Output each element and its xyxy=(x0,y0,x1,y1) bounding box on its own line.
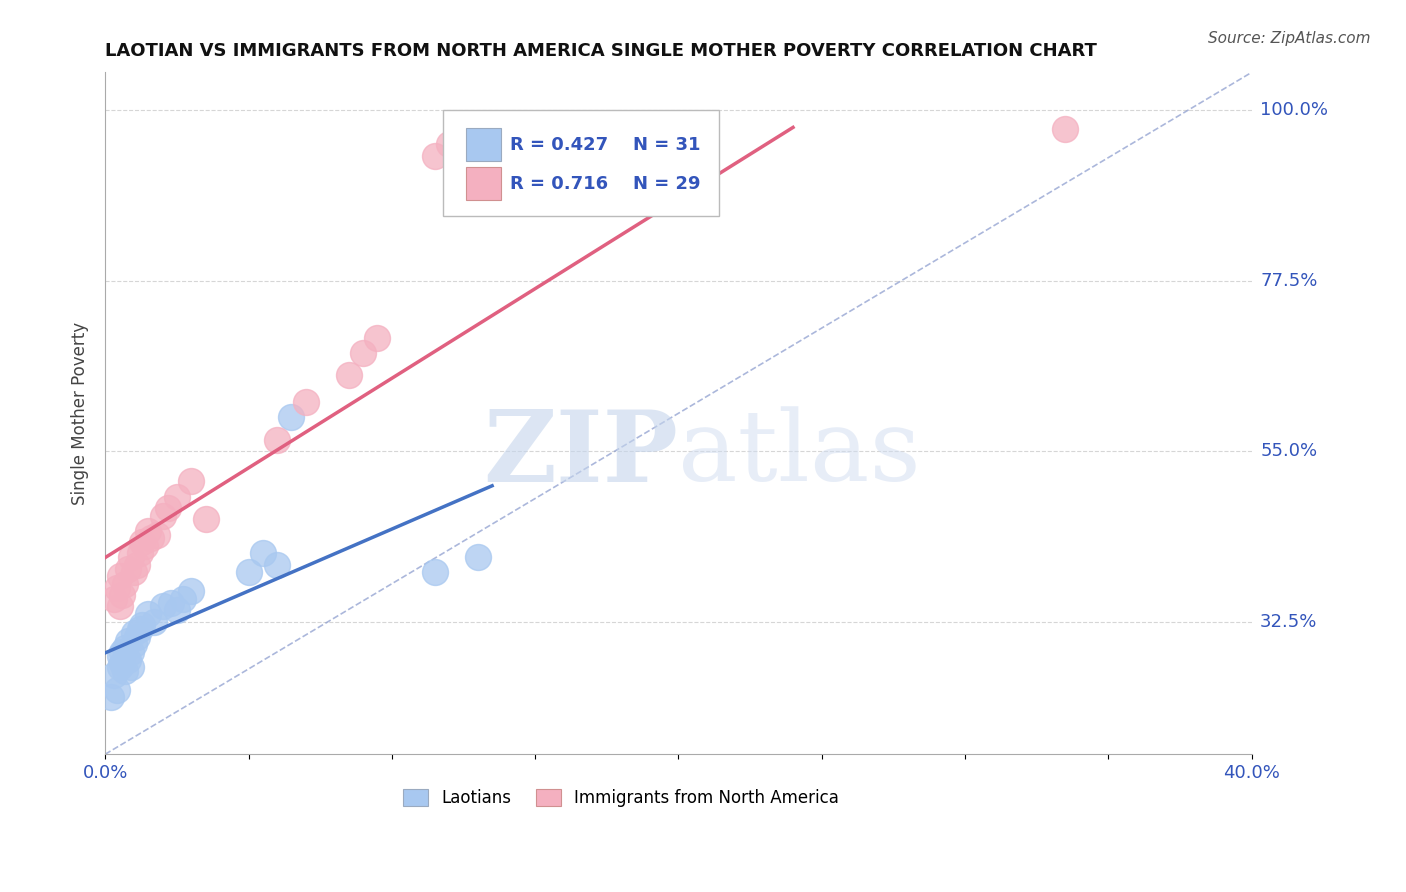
Point xyxy=(172,591,194,606)
Point xyxy=(114,641,136,656)
Point xyxy=(266,558,288,572)
Point xyxy=(352,345,374,359)
Point xyxy=(280,410,302,425)
Point xyxy=(136,524,159,538)
Point xyxy=(194,512,217,526)
Point xyxy=(266,433,288,447)
Point xyxy=(180,475,202,489)
Point xyxy=(128,546,150,560)
Point xyxy=(103,667,125,681)
Point xyxy=(122,626,145,640)
Point xyxy=(152,508,174,523)
Point xyxy=(128,622,150,636)
Point xyxy=(423,566,446,580)
Point xyxy=(166,490,188,504)
Point xyxy=(114,576,136,591)
Point xyxy=(160,596,183,610)
Text: 55.0%: 55.0% xyxy=(1260,442,1317,460)
Point xyxy=(117,561,139,575)
Point xyxy=(423,149,446,163)
Point xyxy=(100,690,122,705)
Point xyxy=(122,566,145,580)
Point xyxy=(117,652,139,666)
Text: 100.0%: 100.0% xyxy=(1260,102,1329,120)
Point xyxy=(120,550,142,565)
FancyBboxPatch shape xyxy=(443,110,718,216)
Point xyxy=(120,645,142,659)
Text: R = 0.716: R = 0.716 xyxy=(510,175,607,193)
Point xyxy=(131,618,153,632)
Point xyxy=(105,581,128,595)
Y-axis label: Single Mother Poverty: Single Mother Poverty xyxy=(72,322,89,505)
Point xyxy=(166,603,188,617)
Point xyxy=(108,648,131,663)
Text: 77.5%: 77.5% xyxy=(1260,272,1317,290)
Point xyxy=(125,558,148,572)
Point xyxy=(146,527,169,541)
Point xyxy=(252,546,274,560)
Point xyxy=(117,633,139,648)
Point xyxy=(467,550,489,565)
Text: R = 0.427: R = 0.427 xyxy=(510,136,607,153)
Point xyxy=(125,630,148,644)
Point xyxy=(152,599,174,614)
Point xyxy=(139,531,162,545)
Point xyxy=(114,664,136,678)
Text: Source: ZipAtlas.com: Source: ZipAtlas.com xyxy=(1208,31,1371,46)
Point xyxy=(238,566,260,580)
Text: atlas: atlas xyxy=(678,407,921,502)
Point xyxy=(157,501,180,516)
Point xyxy=(111,645,134,659)
Point xyxy=(337,368,360,383)
Point xyxy=(108,599,131,614)
Point xyxy=(1054,122,1077,136)
Point xyxy=(111,588,134,602)
Text: ZIP: ZIP xyxy=(484,406,678,503)
Point xyxy=(136,607,159,621)
Text: 32.5%: 32.5% xyxy=(1260,613,1317,631)
Point xyxy=(437,137,460,152)
Point xyxy=(142,615,165,629)
Point xyxy=(180,584,202,599)
FancyBboxPatch shape xyxy=(467,128,501,161)
Point xyxy=(120,660,142,674)
Point xyxy=(108,660,131,674)
Point xyxy=(366,330,388,344)
Text: LAOTIAN VS IMMIGRANTS FROM NORTH AMERICA SINGLE MOTHER POVERTY CORRELATION CHART: LAOTIAN VS IMMIGRANTS FROM NORTH AMERICA… xyxy=(105,42,1097,60)
Point xyxy=(111,657,134,671)
Point xyxy=(134,539,156,553)
Point xyxy=(122,637,145,651)
Point xyxy=(108,569,131,583)
Text: N = 29: N = 29 xyxy=(633,175,700,193)
FancyBboxPatch shape xyxy=(467,167,501,200)
Legend: Laotians, Immigrants from North America: Laotians, Immigrants from North America xyxy=(396,782,846,814)
Point xyxy=(295,395,318,409)
Point xyxy=(131,535,153,549)
Point xyxy=(105,682,128,697)
Point xyxy=(103,591,125,606)
Text: N = 31: N = 31 xyxy=(633,136,700,153)
